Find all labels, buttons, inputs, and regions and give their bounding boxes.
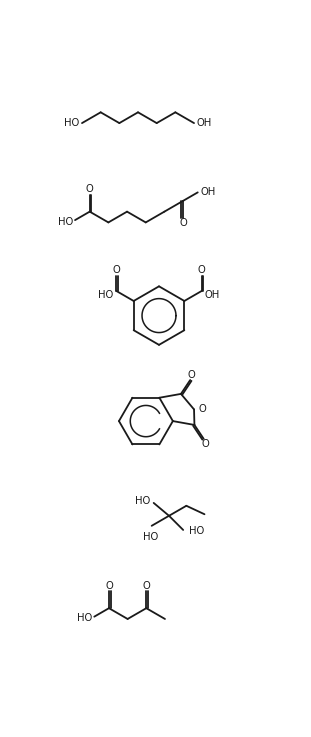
Text: HO: HO bbox=[58, 217, 73, 227]
Text: O: O bbox=[142, 581, 150, 591]
Text: HO: HO bbox=[135, 497, 151, 506]
Text: O: O bbox=[179, 218, 187, 228]
Text: O: O bbox=[105, 581, 113, 591]
Text: OH: OH bbox=[200, 187, 215, 198]
Text: HO: HO bbox=[189, 526, 205, 537]
Text: O: O bbox=[199, 405, 207, 414]
Text: HO: HO bbox=[98, 290, 113, 300]
Text: HO: HO bbox=[77, 613, 93, 624]
Text: O: O bbox=[113, 265, 120, 275]
Text: OH: OH bbox=[205, 290, 220, 300]
Text: HO: HO bbox=[142, 532, 158, 542]
Text: O: O bbox=[188, 370, 196, 380]
Text: O: O bbox=[198, 265, 206, 275]
Text: O: O bbox=[86, 184, 94, 195]
Text: OH: OH bbox=[196, 118, 211, 128]
Text: HO: HO bbox=[64, 118, 80, 128]
Text: O: O bbox=[201, 439, 209, 449]
